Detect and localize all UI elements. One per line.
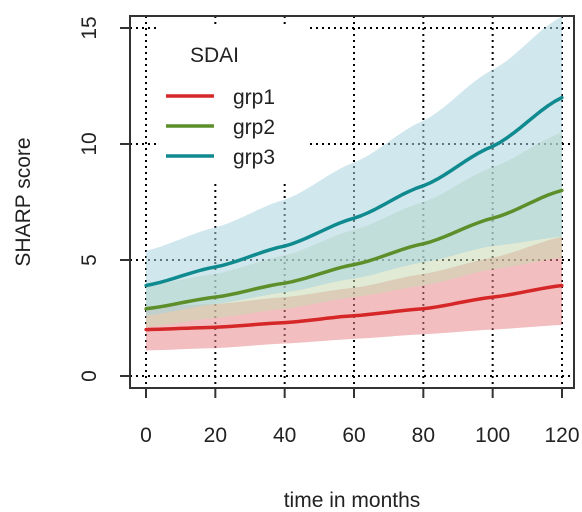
series-lines (144, 96, 564, 332)
data-point-grp2 (352, 263, 356, 267)
data-point-grp2 (213, 295, 217, 299)
legend: SDAI grp1 grp2 grp3 (160, 26, 310, 182)
legend-label-grp1: grp1 (233, 86, 275, 109)
x-tick-label: 100 (475, 424, 510, 447)
data-point-grp3 (283, 244, 287, 248)
data-point-grp3 (213, 265, 217, 269)
x-tick-label: 20 (204, 424, 227, 447)
x-tick-label: 120 (544, 424, 579, 447)
legend-label-grp2: grp2 (233, 116, 275, 139)
data-point-grp1 (283, 321, 287, 325)
data-point-grp2 (144, 307, 148, 311)
legend-title: SDAI (190, 44, 239, 67)
data-point-grp1 (421, 307, 425, 311)
data-point-grp1 (491, 295, 495, 299)
data-point-grp2 (421, 242, 425, 246)
data-point-grp1 (560, 283, 564, 288)
plot-frame (129, 15, 575, 389)
x-axis-title: time in months (284, 489, 421, 512)
x-tick-label: 0 (140, 424, 152, 447)
y-axis-title: SHARP score (12, 137, 35, 266)
data-point-grp3 (560, 96, 564, 100)
y-tick-label: 5 (78, 254, 101, 266)
y-tick-label: 0 (78, 370, 101, 382)
x-tick-label: 60 (342, 424, 365, 447)
x-tick-label: 80 (412, 424, 435, 447)
data-point-grp3 (144, 283, 148, 288)
data-point-grp1 (213, 325, 217, 329)
confidence-bands (146, 16, 562, 351)
data-point-grp3 (352, 216, 356, 220)
data-point-grp1 (144, 328, 148, 332)
axes: 0 20 40 60 80 100 120 0 5 10 15 (78, 16, 580, 447)
confidence-band-grp3 (146, 16, 562, 316)
data-point-grp2 (283, 281, 287, 285)
data-point-grp3 (421, 184, 425, 188)
legend-label-grp3: grp3 (233, 146, 275, 169)
data-point-grp1 (352, 314, 356, 318)
data-point-grp2 (560, 188, 564, 192)
y-tick-label: 15 (78, 16, 101, 39)
data-point-grp2 (491, 216, 495, 220)
x-tick-label: 40 (273, 424, 296, 447)
data-point-grp3 (491, 144, 495, 148)
y-tick-label: 10 (78, 132, 101, 155)
